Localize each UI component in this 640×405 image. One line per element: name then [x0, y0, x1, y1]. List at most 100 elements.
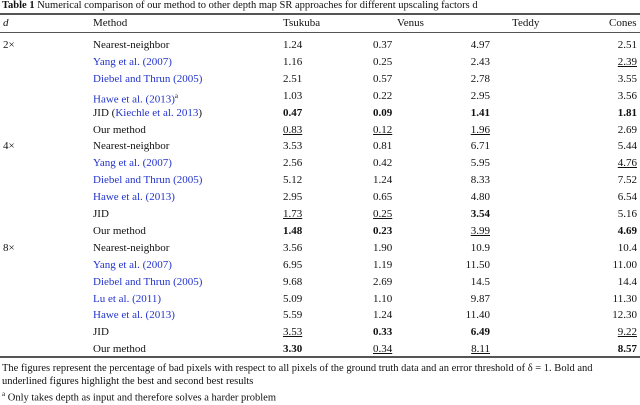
value-tsukuba: 5.09 — [283, 292, 303, 305]
method-citation-link[interactable]: Lu et al. (2011) — [93, 292, 162, 305]
upscale-factor: 8× — [3, 241, 15, 254]
value-tsukuba: 2.51 — [283, 72, 303, 85]
header-rule — [0, 32, 640, 33]
method-citation-link[interactable]: Yang et al. (2007) — [93, 55, 172, 68]
method-citation-link[interactable]: Hawe et al. (2013) — [93, 309, 175, 322]
method-name: Nearest-neighbor — [93, 241, 170, 254]
value-tsukuba: 5.59 — [283, 309, 303, 322]
value-cones: 4.69 — [617, 224, 637, 237]
method-name: Our method — [93, 224, 146, 237]
value-tsukuba: 3.30 — [283, 343, 303, 356]
value-tsukuba: 1.48 — [283, 224, 303, 237]
method-citation-link[interactable]: Yang et al. (2007) — [93, 157, 172, 170]
value-teddy: 9.87 — [470, 292, 490, 305]
value-teddy: 11.40 — [465, 309, 490, 322]
value-teddy: 2.95 — [470, 89, 490, 102]
value-teddy: 3.54 — [470, 208, 490, 220]
value-teddy: 10.9 — [470, 241, 490, 254]
value-venus: 0.57 — [373, 72, 393, 85]
value-teddy: 8.11 — [471, 343, 490, 356]
value-venus: 0.81 — [373, 140, 393, 153]
value-tsukuba: 3.53 — [283, 140, 303, 153]
value-tsukuba: 6.95 — [283, 258, 303, 271]
value-venus: 1.90 — [373, 241, 393, 254]
value-cones: 11.30 — [612, 292, 637, 305]
method-citation-link[interactable]: Hawe et al. (2013) — [93, 93, 175, 106]
method-cell: Our method — [93, 225, 146, 238]
value-venus: 0.37 — [373, 39, 393, 51]
value-cones: 9.22 — [617, 326, 637, 339]
method-name: Nearest-neighbor — [93, 39, 170, 51]
method-cell: Diebel and Thrun (2005) — [93, 174, 202, 187]
value-cones: 5.44 — [617, 140, 637, 153]
value-cones: 11.00 — [612, 258, 637, 271]
value-cones: 2.39 — [617, 55, 637, 68]
value-teddy: 4.80 — [470, 191, 490, 204]
value-tsukuba: 2.95 — [283, 191, 303, 204]
value-teddy: 11.50 — [465, 258, 490, 271]
note-line-1: The figures represent the percentage of … — [2, 363, 593, 374]
value-tsukuba: 0.83 — [283, 123, 303, 136]
value-teddy: 2.78 — [470, 72, 490, 85]
method-cell: Hawe et al. (2013)a — [93, 90, 178, 107]
method-cell: Diebel and Thrun (2005) — [93, 73, 202, 86]
upscale-factor: 2× — [3, 39, 15, 51]
value-tsukuba: 1.24 — [283, 39, 303, 51]
footnote-marker: a — [174, 91, 178, 100]
method-citation-link[interactable]: Yang et al. (2007) — [93, 258, 172, 271]
value-teddy: 14.5 — [470, 275, 490, 288]
value-teddy: 8.33 — [470, 174, 490, 187]
value-venus: 0.65 — [373, 191, 393, 204]
value-tsukuba: 1.03 — [283, 89, 303, 102]
footnote-mark: a — [2, 390, 6, 398]
value-cones: 4.76 — [617, 157, 637, 170]
value-venus: 0.23 — [373, 224, 393, 237]
method-citation-link[interactable]: Kiechle et al. 2013 — [115, 106, 199, 119]
method-cell: Hawe et al. (2013) — [93, 309, 175, 322]
method-cell: Nearest-neighbor — [93, 39, 169, 52]
value-venus: 2.69 — [373, 275, 393, 288]
value-cones: 10.4 — [617, 241, 637, 254]
value-teddy: 6.49 — [470, 326, 490, 339]
value-venus: 0.12 — [373, 123, 393, 136]
header-venus: Venus — [397, 17, 424, 29]
method-cell: Yang et al. (2007) — [93, 56, 172, 69]
value-cones: 7.52 — [617, 174, 637, 187]
method-citation-link[interactable]: Diebel and Thrun (2005) — [93, 275, 203, 288]
value-cones: 5.16 — [617, 208, 637, 220]
value-tsukuba: 1.16 — [283, 55, 303, 68]
caption-label: Table 1 — [2, 0, 35, 11]
value-cones: 6.54 — [617, 191, 637, 204]
value-teddy: 6.71 — [470, 140, 490, 153]
value-cones: 8.57 — [617, 343, 637, 356]
value-venus: 0.33 — [373, 326, 393, 339]
value-venus: 0.25 — [373, 208, 393, 220]
method-cell: JID (Kiechle et al. 2013) — [93, 106, 203, 119]
method-name: JID — [93, 106, 109, 119]
method-name: JID — [93, 326, 109, 339]
value-tsukuba: 0.47 — [283, 106, 303, 119]
value-cones: 14.4 — [617, 275, 637, 288]
method-citation-link[interactable]: Diebel and Thrun (2005) — [93, 72, 203, 85]
value-teddy: 5.95 — [470, 157, 490, 170]
method-cell: Yang et al. (2007) — [93, 259, 172, 272]
value-teddy: 3.99 — [470, 224, 490, 237]
value-venus: 0.42 — [373, 157, 393, 170]
method-cell: JID — [93, 326, 109, 339]
method-cell: Our method — [93, 124, 146, 137]
method-name: Our method — [93, 343, 146, 356]
value-cones: 2.69 — [617, 123, 637, 136]
method-cell: Nearest-neighbor — [93, 140, 169, 153]
value-venus: 1.10 — [373, 292, 393, 305]
header-cones: Cones — [609, 17, 637, 29]
value-tsukuba: 2.56 — [283, 157, 303, 170]
value-cones: 1.81 — [617, 106, 637, 119]
footnote-text: Only takes depth as input and therefore … — [7, 392, 276, 404]
value-venus: 0.09 — [373, 106, 393, 119]
value-teddy: 1.41 — [470, 106, 490, 119]
method-citation-link[interactable]: Hawe et al. (2013) — [93, 191, 175, 204]
footnote: a Only takes depth as input and therefor… — [2, 388, 276, 405]
header-tsukuba: Tsukuba — [283, 17, 321, 29]
method-citation-link[interactable]: Diebel and Thrun (2005) — [93, 174, 203, 187]
method-cell: Diebel and Thrun (2005) — [93, 276, 202, 289]
